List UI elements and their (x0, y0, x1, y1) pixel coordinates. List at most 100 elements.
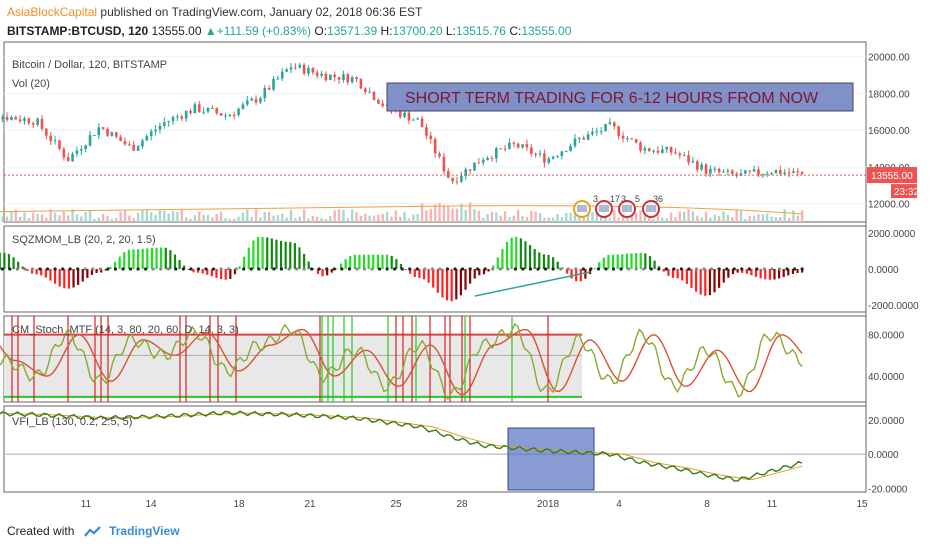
volume-bar (704, 211, 708, 222)
pane-frame (3, 405, 867, 493)
volume-bar (246, 209, 249, 222)
sqz-bar (35, 269, 38, 275)
sqz-bar (718, 269, 721, 288)
sqz-zero-dot (491, 267, 495, 271)
candle-body (599, 131, 603, 133)
volume-bar (551, 217, 555, 222)
volume-bar (324, 218, 328, 222)
volume-bar (455, 208, 459, 222)
candle-body (75, 150, 79, 154)
candle-body (726, 170, 730, 172)
volume-bar (394, 210, 398, 222)
sqz-bar (496, 257, 499, 269)
volume-bar (377, 214, 380, 222)
chart-canvas[interactable]: 12000.0014000.0016000.0018000.0020000.00… (0, 0, 932, 520)
sqz-bar (418, 269, 421, 278)
sqz-zero-dot (106, 267, 110, 271)
sqz-zero-dot (725, 267, 729, 271)
volume-bar (796, 215, 799, 222)
volume-bar (219, 211, 223, 222)
high-label: H: (380, 24, 393, 38)
sqz-tick-label: -2000.0000 (868, 301, 919, 312)
sqz-bar (335, 268, 338, 270)
sqz-bar (538, 252, 541, 269)
sqz-bar (482, 269, 486, 275)
price-pane-title: Bitcoin / Dollar, 120, BITSTAMP (12, 59, 167, 71)
candle-body (263, 87, 267, 99)
countdown-badge (891, 184, 917, 199)
volume-bar (350, 209, 354, 222)
sqz-zero-dot (128, 267, 133, 271)
volume-bar (115, 217, 118, 222)
sqz-bar (722, 269, 725, 283)
sqz-zero-dot (151, 267, 155, 271)
volume-bar (149, 212, 153, 222)
volume-bar (407, 218, 411, 222)
sqz-trendline (474, 271, 591, 297)
volume-bar (136, 212, 140, 222)
candle-body (197, 104, 201, 112)
volume-bar (569, 212, 572, 222)
candle-body (569, 146, 572, 152)
volume-bar (93, 218, 96, 222)
footer: Created with TradingView (7, 524, 180, 538)
sqz-bar (164, 247, 167, 269)
sqz-bar (501, 249, 504, 269)
sqz-zero-dot (800, 267, 804, 271)
candle-body (224, 115, 227, 117)
candle-body (119, 136, 122, 142)
volume-bar (682, 211, 686, 222)
time-tick-label: 4 (616, 499, 622, 510)
volume-bar (429, 208, 432, 222)
volume-bar (45, 217, 48, 222)
volume-bar (468, 202, 472, 222)
volume-bar (744, 218, 747, 222)
vfi-tick-label: 0.0000 (868, 450, 899, 461)
candle-body (713, 168, 717, 170)
volume-bar (75, 214, 79, 222)
sqz-zero-dot (687, 267, 691, 271)
sqz-zero-dot (136, 267, 140, 271)
high-value: 13700.20 (392, 24, 443, 38)
candle-body (254, 98, 258, 103)
volume-bar (473, 209, 476, 222)
candle-body (337, 76, 341, 80)
volume-bar (202, 215, 205, 222)
volume-bar (792, 210, 795, 222)
candle-body (272, 79, 275, 90)
volume-bar (180, 209, 183, 222)
sqz-zero-dot (506, 267, 510, 271)
candle-body (765, 173, 769, 175)
candle-body (93, 135, 96, 137)
volume-bar (342, 209, 345, 222)
sqz-bar (49, 269, 52, 281)
sqz-bar (173, 254, 177, 269)
sqz-zero-dot (219, 267, 223, 271)
volume-bar (634, 212, 638, 222)
volume-bar (512, 215, 516, 222)
candle-body (551, 156, 555, 159)
volume-bar (709, 217, 712, 222)
sqz-zero-dot (196, 267, 201, 271)
close-value: 13555.00 (521, 24, 572, 38)
tradingview-brand[interactable]: TradingView (109, 524, 180, 538)
candle-body (5, 116, 9, 120)
volume-bar (495, 212, 498, 222)
volume-bar (285, 217, 288, 222)
volume-bar (272, 215, 275, 222)
time-tick-label: 11 (767, 499, 778, 510)
candle-body (403, 112, 406, 118)
sqz-bar (243, 256, 246, 269)
price-tick-label: 20000.00 (868, 53, 910, 64)
sqz-bar (782, 269, 785, 278)
volume-bar (132, 218, 135, 222)
vfi-tick-label: 20.0000 (868, 416, 905, 427)
sqz-bar (307, 261, 310, 269)
author-link[interactable]: AsiaBlockCapital (7, 5, 98, 19)
sqz-bar (745, 269, 748, 274)
sqz-bar (524, 241, 527, 269)
sqz-zero-dot (581, 267, 585, 271)
sqz-zero-dot (317, 267, 321, 271)
volume-bar (368, 215, 371, 222)
candle-body (460, 176, 463, 182)
